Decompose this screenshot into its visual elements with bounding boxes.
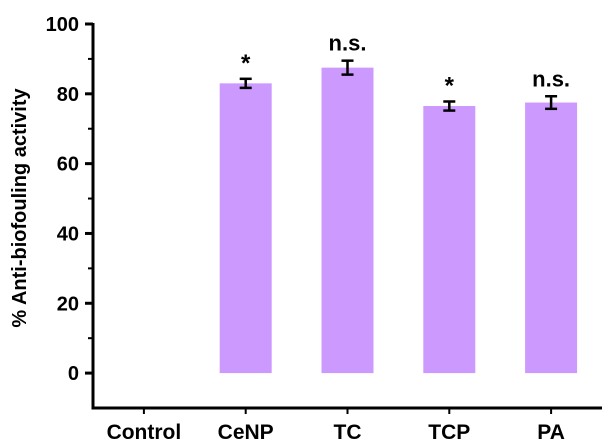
x-tick-labels-layer: Control CeNP TC TCP PA (107, 408, 565, 444)
bar-tcp (423, 106, 476, 374)
y-axis-title: % Anti-biofouling activity (9, 88, 31, 328)
significance-label: * (445, 72, 455, 99)
significance-label: n.s. (532, 66, 570, 91)
y-ticks-layer: 0 20 40 60 80 100 (46, 14, 93, 385)
error-bars-layer (239, 59, 558, 112)
y-tick-label: 0 (68, 363, 79, 385)
x-tick-label: TCP (428, 421, 470, 443)
bar-tc (321, 67, 374, 374)
x-tick-label: CeNP (218, 421, 274, 443)
bar-pa (525, 102, 578, 374)
y-tick-label: 40 (57, 223, 79, 245)
y-tick-label: 60 (57, 154, 79, 176)
significance-label: * (241, 50, 251, 77)
y-tick-label: 20 (57, 293, 79, 315)
bars-layer (219, 67, 578, 374)
y-tick-label: 100 (46, 14, 79, 36)
x-tick-label: Control (107, 421, 182, 443)
bar-cenp (219, 83, 272, 374)
annotations-layer: * n.s. * n.s. (241, 31, 570, 100)
x-tick-label: TC (334, 421, 362, 443)
y-tick-label: 80 (57, 84, 79, 106)
x-tick-label: PA (537, 421, 565, 443)
significance-label: n.s. (329, 31, 367, 56)
